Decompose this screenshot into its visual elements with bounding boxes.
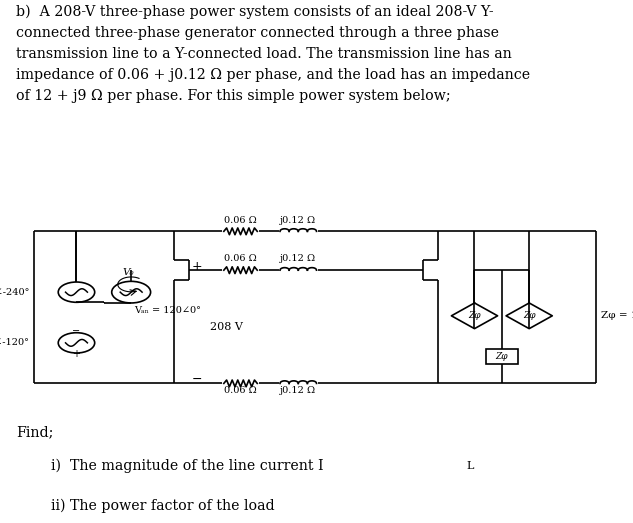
Text: i)  The magnitude of the line current I: i) The magnitude of the line current I [51, 458, 323, 473]
Text: j0.12 Ω: j0.12 Ω [280, 254, 316, 264]
Text: j0.12 Ω: j0.12 Ω [280, 386, 316, 395]
Text: Find;: Find; [16, 426, 53, 440]
Text: V₀: V₀ [122, 268, 134, 277]
Text: ii) The power factor of the load: ii) The power factor of the load [51, 498, 274, 513]
Text: Zφ: Zφ [523, 311, 536, 320]
Text: b)  A 208-V three-phase power system consists of an ideal 208-V Y-
connected thr: b) A 208-V three-phase power system cons… [16, 5, 530, 104]
Text: 0.06 Ω: 0.06 Ω [224, 215, 257, 224]
Text: 0.06 Ω: 0.06 Ω [224, 386, 257, 395]
Text: Vᵇₙ = 120∠-120°: Vᵇₙ = 120∠-120° [0, 338, 29, 347]
Text: L: L [467, 461, 474, 471]
Text: Zφ = 12 + j9 Ω: Zφ = 12 + j9 Ω [601, 311, 633, 320]
Text: −: − [72, 326, 80, 336]
Text: Zφ: Zφ [468, 311, 480, 320]
Text: Zφ: Zφ [496, 352, 508, 361]
Bar [486, 349, 518, 364]
Text: −: − [192, 373, 203, 386]
Text: j0.12 Ω: j0.12 Ω [280, 215, 316, 224]
Text: +: + [192, 259, 203, 272]
Text: Vᶜₙ = 120∠-240°: Vᶜₙ = 120∠-240° [0, 288, 29, 297]
Text: Vₐₙ = 120∠0°: Vₐₙ = 120∠0° [134, 306, 201, 315]
Text: +: + [72, 349, 80, 359]
Text: 208 V: 208 V [210, 322, 243, 332]
Text: 0.06 Ω: 0.06 Ω [224, 254, 257, 264]
